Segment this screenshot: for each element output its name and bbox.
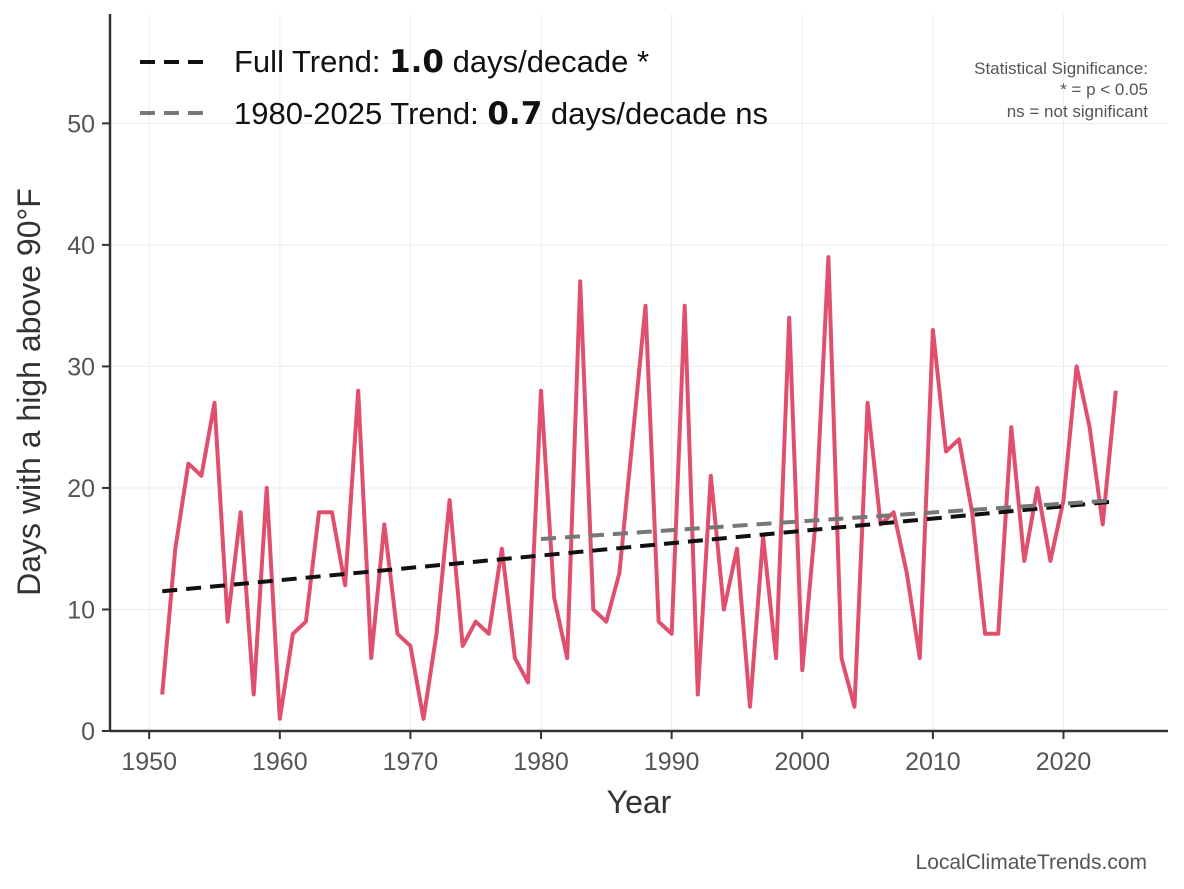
y-tick-label: 30 (67, 353, 95, 381)
y-tick-label: 10 (67, 596, 95, 624)
y-tick-label: 0 (81, 718, 95, 746)
x-tick-label: 2010 (905, 748, 961, 776)
data-series (160, 255, 1118, 721)
trend-lines (162, 498, 1116, 594)
x-tick-label: 2020 (1036, 748, 1092, 776)
y-tick-label: 50 (67, 110, 95, 138)
x-tick-label: 1980 (513, 748, 569, 776)
y-tick-label: 20 (67, 475, 95, 503)
axes: 0 10 20 30 40 50 1950 1960 1970 1980 1990 2000 2010 2… (67, 14, 1168, 776)
x-axis-title: Year (607, 784, 672, 820)
legend-label-full-trend: Full Trend: 1.0 days/decade * (234, 44, 649, 80)
significance-note-line-3: ns = not significant (1007, 102, 1149, 121)
significance-note: Statistical Significance: * = p < 0.05 n… (974, 59, 1148, 121)
source-credit: LocalClimateTrends.com (916, 851, 1147, 874)
x-tick-label: 2000 (774, 748, 830, 776)
trend-line-1 (540, 498, 1116, 541)
significance-note-line-2: * = p < 0.05 (1060, 80, 1148, 99)
y-axis-title: Days with a high above 90°F (11, 188, 47, 596)
x-tick-label: 1990 (644, 748, 700, 776)
x-tick-label: 1970 (383, 748, 439, 776)
x-tick-label: 1950 (121, 748, 177, 776)
significance-note-line-1: Statistical Significance: (974, 59, 1148, 78)
trend-line-0 (162, 499, 1116, 594)
x-tick-label: 1960 (252, 748, 308, 776)
series-line-0 (160, 255, 1118, 721)
legend-label-recent-trend: 1980-2025 Trend: 0.7 days/decade ns (234, 96, 768, 132)
legend: Full Trend: 1.0 days/decade * 1980-2025 … (140, 44, 768, 132)
y-tick-label: 40 (67, 232, 95, 260)
